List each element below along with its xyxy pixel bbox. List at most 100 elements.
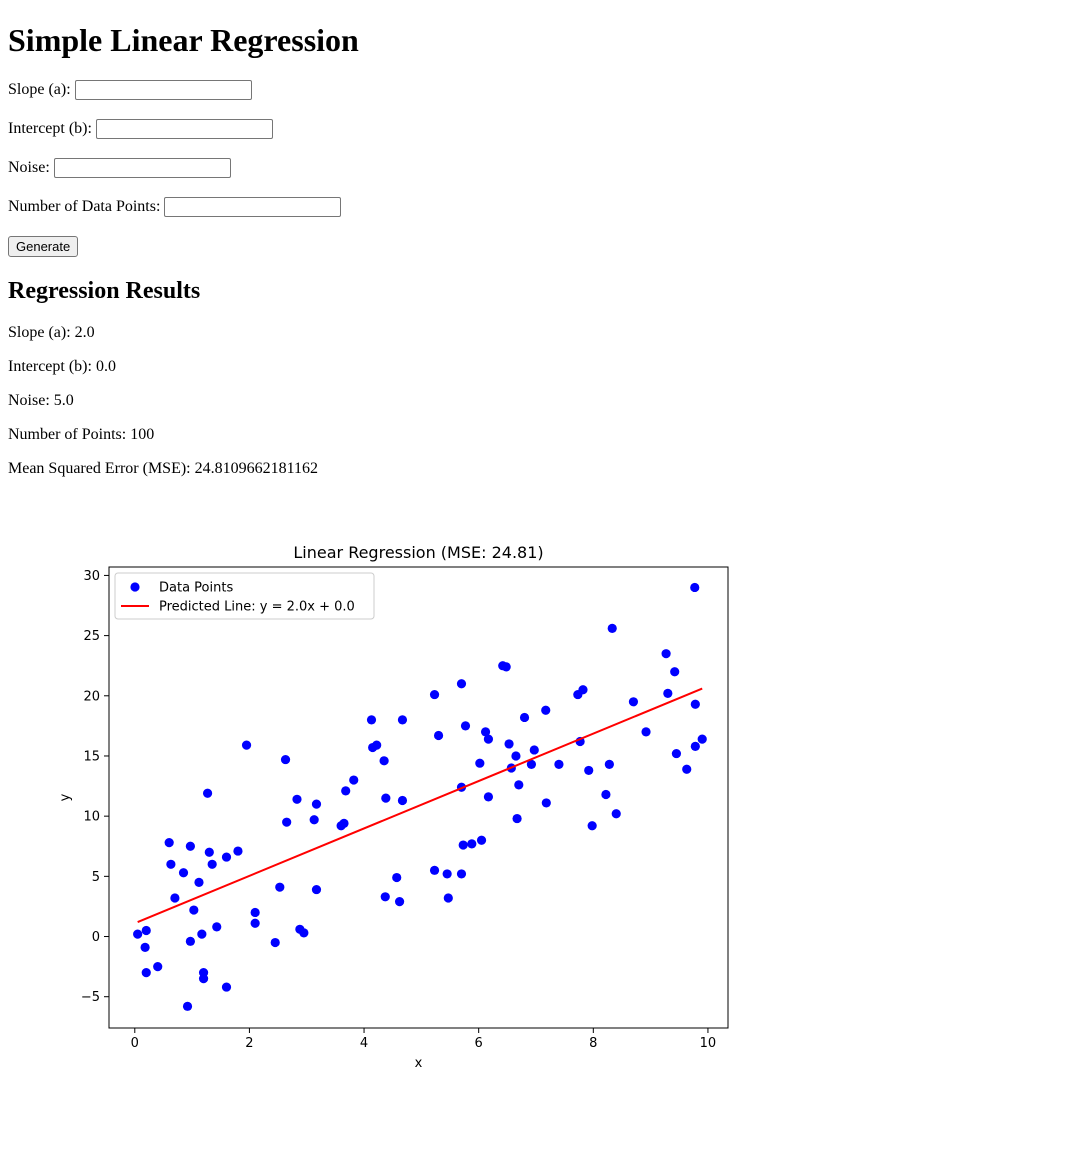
data-point [671, 748, 682, 759]
data-point [554, 759, 564, 769]
data-point [456, 869, 467, 879]
data-point [341, 786, 351, 796]
data-point [397, 715, 408, 725]
data-point [690, 582, 700, 593]
x-tick-label: 6 [475, 1036, 483, 1051]
data-point [504, 739, 514, 749]
data-point [690, 699, 700, 709]
data-point [292, 794, 302, 804]
num-points-input[interactable] [164, 197, 342, 218]
data-point [511, 751, 521, 761]
result-intercept: Intercept (b): 0.0 [8, 358, 116, 375]
data-point [207, 859, 217, 869]
plot-frame [108, 566, 729, 1029]
data-point [140, 942, 150, 952]
data-point [611, 809, 621, 819]
y-tick-label: 5 [92, 870, 100, 885]
x-tick-label: 0 [131, 1036, 139, 1051]
y-tick-label: −5 [81, 990, 100, 1005]
data-point [133, 929, 143, 939]
data-point [526, 759, 537, 769]
legend-point-marker [130, 582, 140, 592]
data-point [349, 775, 359, 785]
data-point [483, 792, 494, 802]
regression-plot: Linear Regression (MSE: 24.81) 0 2 4 6 8 10 −5 0… [58, 543, 729, 1071]
data-point [270, 937, 280, 948]
intercept-field: Intercept (b): [8, 117, 273, 141]
data-point [394, 897, 405, 907]
data-point [339, 818, 349, 828]
data-point [661, 649, 671, 659]
data-point [443, 893, 453, 903]
chart-title: Linear Regression (MSE: 24.81) [293, 543, 543, 562]
y-tick-label: 0 [92, 930, 100, 945]
data-point [241, 740, 252, 750]
results-heading: Regression Results [8, 278, 201, 304]
data-point [141, 968, 151, 978]
data-point [483, 734, 494, 744]
data-point [189, 905, 199, 915]
slope-input[interactable] [74, 80, 252, 101]
data-point [397, 795, 408, 806]
data-point [185, 936, 195, 946]
data-point [519, 712, 530, 723]
x-tick-label: 8 [589, 1036, 597, 1051]
data-point [456, 679, 467, 689]
num-points-field: Number of Data Points: [8, 195, 342, 219]
data-point [197, 929, 207, 939]
data-point [541, 705, 551, 715]
num-points-label: Number of Data Points: [8, 198, 161, 215]
data-point [311, 799, 322, 809]
y-tick-label: 25 [83, 629, 100, 644]
data-point [309, 815, 319, 825]
data-point [514, 780, 524, 790]
data-point [607, 623, 617, 633]
intercept-input[interactable] [95, 119, 273, 140]
data-point [166, 859, 176, 869]
y-tick-label: 20 [83, 689, 100, 704]
legend-label-line: Predicted Line: y = 2.0x + 0.0 [159, 600, 355, 615]
intercept-label: Intercept (b): [8, 120, 92, 137]
data-point [392, 872, 402, 883]
generate-button[interactable]: Generate [8, 236, 79, 257]
data-point [697, 734, 707, 744]
slope-label: Slope (a): [8, 81, 71, 98]
x-axis-label: x [415, 1056, 423, 1071]
data-point [670, 667, 680, 677]
data-point [299, 928, 309, 938]
data-point [604, 759, 614, 769]
data-point [601, 789, 611, 800]
data-point [153, 962, 163, 972]
result-mse: Mean Squared Error (MSE): 24.81096621811… [8, 460, 319, 477]
data-point [311, 884, 322, 895]
data-point [663, 688, 673, 698]
data-point [164, 838, 174, 848]
data-point [429, 689, 440, 700]
data-point [690, 741, 700, 751]
data-point [433, 730, 444, 741]
legend-box [114, 572, 375, 620]
data-point [275, 882, 285, 892]
data-point [501, 662, 511, 672]
data-point [280, 754, 291, 765]
data-point [628, 697, 639, 707]
data-point [194, 877, 204, 887]
noise-input[interactable] [53, 158, 231, 179]
data-point [480, 727, 491, 737]
noise-field: Noise: [8, 156, 231, 180]
data-point [587, 821, 597, 831]
x-tick-label: 2 [245, 1036, 253, 1051]
slope-field: Slope (a): [8, 78, 252, 102]
data-point [170, 893, 180, 903]
data-point [475, 758, 485, 768]
data-point [250, 918, 260, 928]
data-point [372, 740, 382, 750]
data-point [233, 846, 243, 856]
data-point [202, 788, 213, 798]
data-point [204, 847, 214, 857]
regression-line [137, 687, 703, 924]
data-point [282, 817, 292, 827]
data-point [141, 925, 151, 936]
noise-label: Noise: [8, 159, 50, 176]
data-point [366, 715, 377, 725]
